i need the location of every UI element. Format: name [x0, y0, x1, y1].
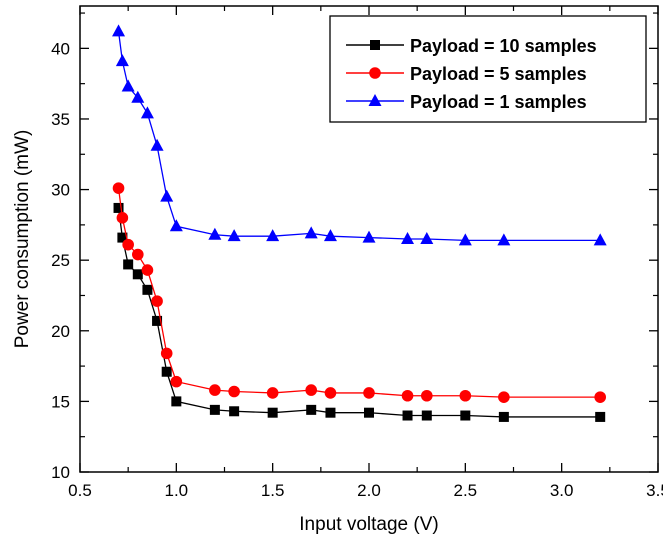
- legend-marker: [368, 94, 382, 106]
- legend-entry: Payload = 1 samples: [346, 92, 587, 112]
- data-point: [121, 79, 135, 92]
- data-point: [209, 404, 220, 415]
- data-point: [401, 232, 415, 244]
- data-point: [266, 387, 279, 399]
- data-point: [460, 410, 471, 421]
- data-point: [421, 389, 433, 402]
- data-point: [498, 391, 510, 403]
- data-point: [116, 212, 129, 224]
- data-point: [229, 406, 240, 417]
- data-point: [112, 24, 126, 37]
- data-point: [115, 54, 129, 67]
- data-point: [117, 232, 128, 243]
- data-point: [458, 233, 472, 246]
- data-point: [150, 138, 164, 151]
- data-point: [595, 411, 606, 422]
- legend-entry: Payload = 5 samples: [346, 64, 587, 84]
- x-tick-label: 1.5: [261, 481, 285, 500]
- series-line: [117, 207, 601, 418]
- x-tick-label: 3.5: [646, 481, 663, 500]
- series-layer: [112, 24, 607, 422]
- data-point: [593, 233, 607, 246]
- axis-labels: Input voltage (V) Power consumption (mW): [12, 130, 439, 535]
- data-point: [421, 410, 432, 421]
- axes: 0.5 1.0 1.5 2.0 2.5 3.0 3.5 10 15 20 25 30 35 40: [51, 5, 663, 500]
- x-tick-label: 3.0: [550, 481, 574, 500]
- data-point: [459, 389, 472, 402]
- data-point: [324, 387, 337, 399]
- data-point: [305, 384, 318, 396]
- data-point: [402, 410, 413, 421]
- legend-label: Payload = 5 samples: [410, 64, 587, 84]
- y-tick-label: 10: [51, 463, 70, 482]
- data-point: [594, 391, 606, 403]
- y-tick-label: 25: [51, 251, 70, 270]
- data-point: [141, 264, 154, 276]
- data-point: [112, 182, 125, 194]
- series-2: [112, 182, 606, 403]
- data-point: [160, 347, 173, 360]
- x-tick-label: 2.5: [454, 481, 478, 500]
- data-point: [123, 259, 134, 270]
- data-point: [209, 384, 221, 396]
- series-line: [117, 188, 601, 398]
- data-point: [152, 315, 163, 326]
- y-axis-title: Power consumption (mW): [12, 130, 33, 349]
- data-point: [171, 396, 182, 407]
- y-tick-label: 40: [51, 39, 70, 58]
- data-point: [498, 411, 509, 422]
- data-point: [132, 248, 144, 261]
- x-tick-label: 0.5: [68, 481, 92, 500]
- data-point: [497, 233, 511, 246]
- legend-marker: [369, 67, 381, 79]
- data-point: [227, 229, 241, 242]
- x-tick-label: 1.0: [165, 481, 189, 500]
- data-point: [151, 295, 163, 307]
- data-point: [304, 226, 318, 239]
- data-point: [362, 230, 376, 243]
- data-point: [140, 106, 154, 119]
- legend-box: [329, 15, 647, 123]
- x-axis-title: Input voltage (V): [299, 514, 438, 535]
- data-point: [160, 189, 174, 202]
- legend-entry: Payload = 10 samples: [346, 36, 597, 56]
- data-point: [131, 90, 145, 103]
- data-point: [170, 375, 183, 388]
- data-point: [363, 387, 375, 399]
- series-1: [113, 202, 606, 422]
- y-tick-label: 35: [51, 110, 70, 129]
- data-point: [208, 227, 222, 240]
- data-point: [267, 407, 278, 418]
- legend-label: Payload = 1 samples: [410, 92, 587, 112]
- data-point: [132, 269, 143, 280]
- data-point: [169, 219, 183, 232]
- x-tick-label: 2.0: [357, 481, 381, 500]
- data-point: [420, 232, 434, 244]
- data-point: [325, 407, 336, 418]
- legend-marker: [370, 40, 380, 50]
- data-point: [113, 202, 124, 213]
- y-tick-label: 30: [51, 181, 70, 200]
- legend-label: Payload = 10 samples: [410, 36, 597, 56]
- data-point: [364, 407, 374, 418]
- data-point: [266, 229, 280, 242]
- data-point: [323, 229, 337, 242]
- series-3: [112, 24, 607, 246]
- data-point: [401, 389, 414, 402]
- data-point: [142, 284, 153, 295]
- data-point: [228, 385, 240, 398]
- data-point: [306, 404, 317, 415]
- data-point: [122, 238, 134, 251]
- legend: Payload = 10 samples Payload = 5 samples P…: [329, 15, 647, 123]
- y-tick-label: 20: [51, 322, 70, 341]
- data-point: [161, 366, 172, 377]
- y-tick-label: 15: [51, 392, 70, 411]
